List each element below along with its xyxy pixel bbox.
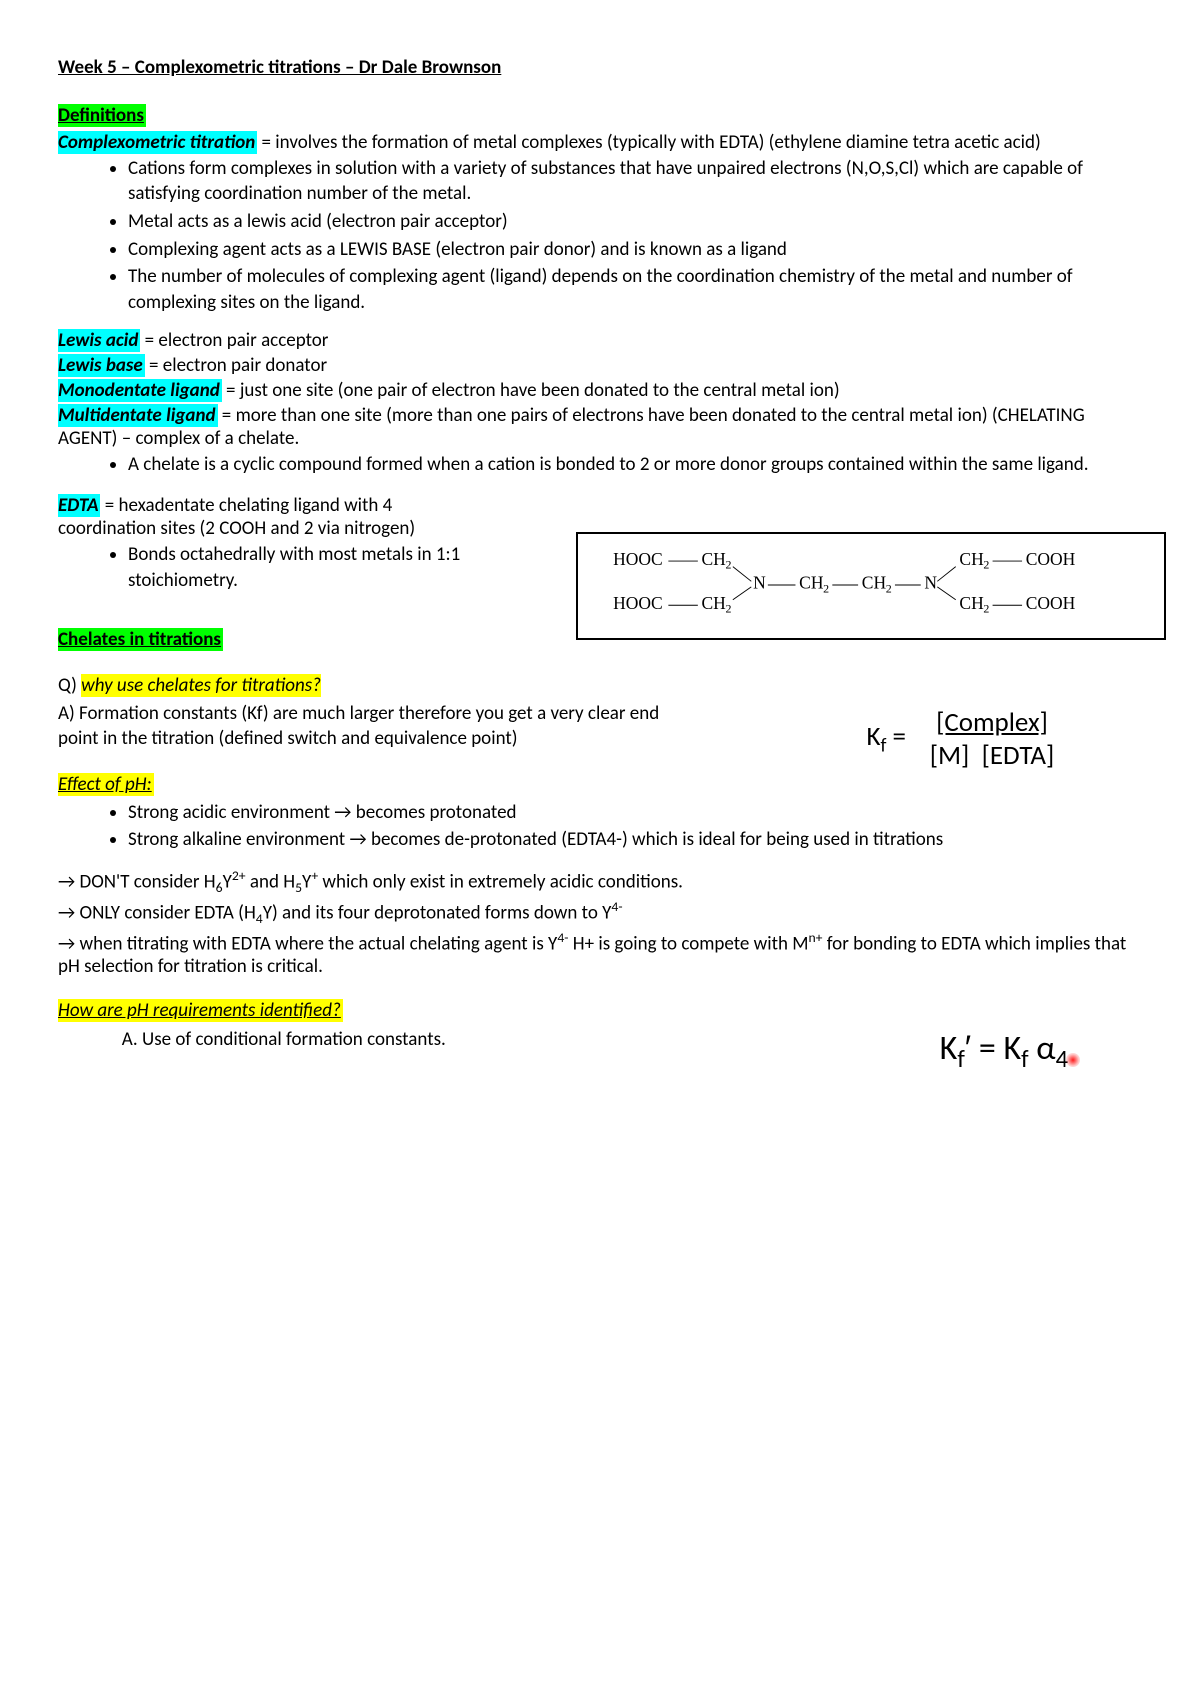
a3b: H+ is going to compete with M [568,932,808,955]
complexometric-def: Complexometric titration = involves the … [58,131,1142,154]
term-monodentate: Monodentate ligand [58,379,222,402]
lewis-base-text: = electron pair donator [145,354,327,377]
list-item: A chelate is a cyclic compound formed wh… [128,452,1142,478]
kfp-k1: K [940,1028,958,1069]
list-item: Metal acts as a lewis acid (electron pai… [128,209,1142,235]
kf-numerator: [Complex] [936,706,1048,739]
mono-def: Monodentate ligand = just one site (one … [58,379,1142,402]
list-item: Bonds octahedrally with most metals in 1… [128,542,478,593]
term-multidentate: Multidentate ligand [58,404,218,427]
q2-text: How are pH requirements identified? [58,999,343,1022]
term-complexometric: Complexometric titration [58,131,257,154]
svg-text:COOH: COOH [1026,550,1076,569]
list-item: The number of molecules of complexing ag… [128,264,1142,315]
lewis-acid-text: = electron pair acceptor [140,329,328,352]
ph-heading-wrap: Effect of pH: [58,772,1142,798]
mono-text: = just one site (one pair of electron ha… [222,379,840,402]
svg-text:CH: CH [862,573,887,593]
svg-text:N: N [753,573,766,593]
svg-text:2: 2 [725,557,731,571]
svg-text:COOH: COOH [1026,593,1076,613]
answer-1: A) Formation constants (Kf) are much lar… [58,701,678,752]
svg-text:HOOC: HOOC [613,550,663,569]
ph-heading: Effect of pH: [58,773,154,796]
a2b: Y) and its four deprotonated forms down … [263,901,612,924]
edta-bullets: Bonds octahedrally with most metals in 1… [58,542,478,593]
edta-def: EDTA = hexadentate chelating ligand with… [58,494,478,540]
svg-text:2: 2 [823,581,829,595]
svg-text:2: 2 [983,557,989,571]
chelate-bullets: A chelate is a cyclic compound formed wh… [58,452,1142,478]
complexometric-bullets: Cations form complexes in solution with … [58,156,1142,316]
kfp-sub1: f [957,1044,964,1074]
edta-left: EDTA = hexadentate chelating ligand with… [58,492,478,607]
svg-text:N: N [924,573,937,593]
question-1: Q) why use chelates for titrations? [58,673,678,699]
a1e: which only exist in extremely acidic con… [318,870,683,893]
term-lewis-acid: Lewis acid [58,329,140,352]
definitions-heading: Definitions [58,104,146,127]
kf-denom-m: [M] [930,739,970,772]
a1c: and H [246,870,296,893]
complexometric-text: = involves the formation of metal comple… [257,131,1041,154]
edta-text: = hexadentate chelating ligand with 4 co… [58,494,415,540]
term-edta: EDTA [58,494,100,517]
svg-text:2: 2 [725,602,731,616]
svg-text:CH: CH [959,550,984,569]
kfp-k2: K [1003,1028,1021,1069]
svg-text:CH: CH [702,593,727,613]
definitions-heading-wrap: Definitions [58,103,1142,129]
a1a: DON'T consider H [80,870,216,893]
kfp-eq: = [971,1028,1003,1069]
a1b: Y [223,870,232,893]
list-item: Complexing agent acts as a LEWIS BASE (e… [128,237,1142,263]
q-label: Q) [58,674,81,697]
page-title: Week 5 – Complexometric titrations – Dr … [58,56,1142,79]
kf-equation: Kf = [Complex] [M] [EDTA] [860,706,1072,772]
kfp-sub2: f [1021,1044,1028,1074]
kf-denom-e: [EDTA] [982,739,1055,772]
lewis-acid-def: Lewis acid = electron pair acceptor [58,329,1142,352]
svg-text:2: 2 [983,602,989,616]
lewis-base-def: Lewis base = electron pair donator [58,354,1142,377]
svg-text:CH: CH [959,593,984,613]
document-page: Week 5 – Complexometric titrations – Dr … [0,0,1200,1698]
edta-structure-svg: HOOC CH2 HOOC CH2 N CH2 CH2 N CH2 [596,550,1146,620]
svg-text:2: 2 [886,581,892,595]
a1d: Y [302,870,311,893]
list-item: Strong alkaline environment → becomes de… [128,827,1142,853]
kfprime-equation: Kf′ = Kf α4 [940,1028,1080,1074]
arrow-line-3: → when titrating with EDTA where the act… [58,929,1142,978]
ph-bullets: Strong acidic environment → becomes prot… [58,800,1142,853]
multi-def: Multidentate ligand = more than one site… [58,404,1142,450]
q-text: why use chelates for titrations? [81,674,321,697]
kf-lhs: K [866,720,880,753]
chelates-heading: Chelates in titrations [58,628,223,651]
a2a: ONLY consider EDTA (H [80,901,256,924]
svg-text:HOOC: HOOC [613,593,663,613]
edta-structure-box: HOOC CH2 HOOC CH2 N CH2 CH2 N CH2 [576,532,1166,640]
arrow-line-1: → DON'T consider H6Y2+ and H5Y+ which on… [58,867,1142,896]
list-item: Cations form complexes in solution with … [128,156,1142,207]
red-dot-icon [1066,1053,1080,1067]
arrow-line-2: → ONLY consider EDTA (H4Y) and its four … [58,898,1142,927]
kf-eq-sign: = [886,720,906,753]
svg-text:CH: CH [799,573,824,593]
question-2-wrap: How are pH requirements identified? [58,998,1142,1024]
list-item: Strong acidic environment → becomes prot… [128,800,1142,826]
term-lewis-base: Lewis base [58,354,145,377]
a3a: when titrating with EDTA where the actua… [80,932,558,955]
kfp-alpha: α [1029,1028,1056,1069]
svg-text:CH: CH [702,550,727,569]
